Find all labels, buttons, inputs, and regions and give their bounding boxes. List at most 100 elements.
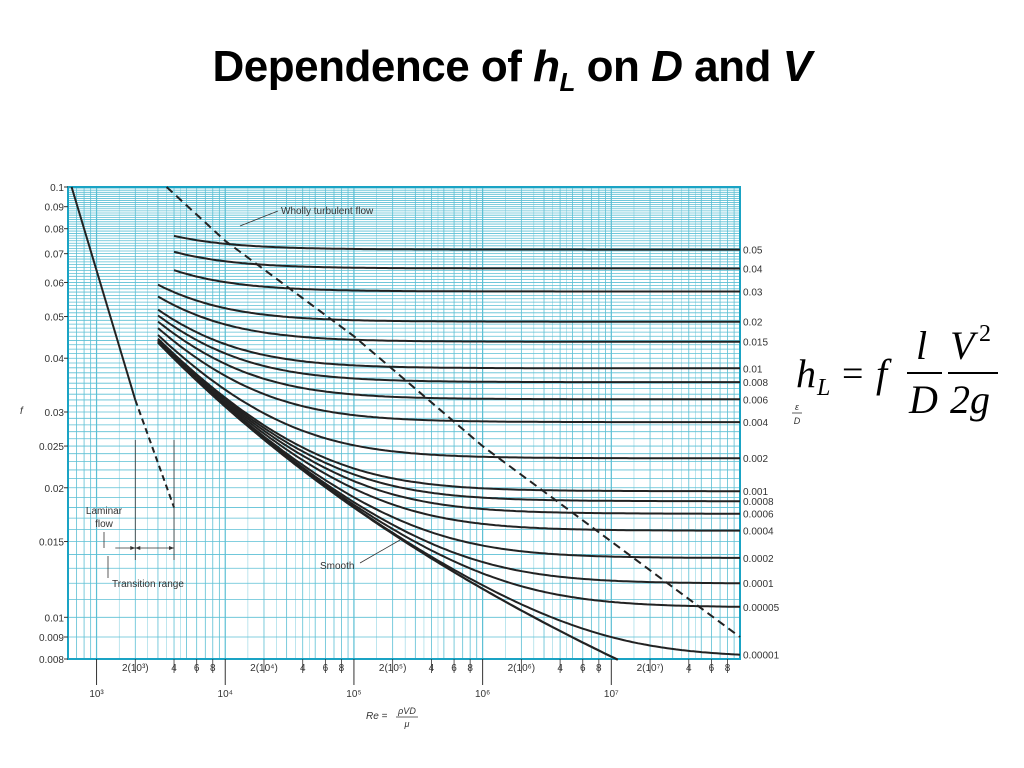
y-tick-label: 0.025 (39, 442, 64, 453)
title-v-symbol: V (782, 42, 812, 91)
arrowhead (135, 546, 141, 550)
head-loss-formula: h L = f l D V 2 2g (796, 322, 1006, 432)
friction-curve (157, 341, 740, 559)
x-axis-label-denominator: μ (404, 719, 410, 729)
title-text-and: and (682, 42, 783, 91)
formula-v-numerator: V (950, 323, 975, 368)
x-minor-tick-label: 4 (171, 663, 177, 674)
friction-curve (157, 334, 740, 460)
formula-equals: = (842, 353, 864, 395)
title-text: Dependence of (212, 42, 534, 91)
y-tick-label: 0.07 (45, 250, 65, 261)
laminar-line (70, 186, 137, 401)
friction-curve (173, 269, 740, 293)
slide-title: Dependence of hL on D and V (0, 42, 1024, 98)
roughness-label: 0.002 (743, 454, 768, 465)
y-tick-label: 0.04 (45, 354, 65, 365)
y-tick-label: 0.1 (50, 183, 64, 194)
friction-curve (173, 250, 740, 270)
x-major-tick-label: 10⁶ (475, 689, 490, 700)
roughness-label: 0.0002 (743, 554, 774, 565)
x-minor-tick-label: 8 (210, 663, 216, 674)
annotation-wholly-turbulent: Wholly turbulent flow (281, 206, 374, 217)
arrowhead (169, 546, 175, 550)
roughness-label: 0.03 (743, 287, 763, 298)
roughness-label: 0.04 (743, 264, 763, 275)
x-major-tick-label: 10³ (89, 689, 104, 700)
y-tick-label: 0.08 (45, 225, 65, 236)
x-minor-tick-label: 2(10⁶) (508, 663, 535, 674)
annotation-laminar: Laminar (86, 506, 123, 517)
y-tick-label: 0.01 (45, 613, 65, 624)
roughness-label: 0.015 (743, 338, 768, 349)
y-tick-label: 0.09 (45, 203, 65, 214)
laminar-extension-dashed (134, 399, 175, 508)
x-minor-tick-label: 6 (451, 663, 457, 674)
x-minor-tick-label: 8 (596, 663, 602, 674)
right-axis-label-denominator: D (794, 416, 801, 426)
annotation-smooth: Smooth (320, 561, 354, 572)
x-axis-label-numerator: ρVD (397, 706, 416, 716)
friction-curve (157, 283, 740, 323)
title-text-on: on (574, 42, 652, 91)
formula-h: h (796, 351, 816, 396)
roughness-label: 0.00005 (743, 603, 780, 614)
x-minor-tick-label: 6 (323, 663, 329, 674)
annotation-leader-smooth (359, 539, 401, 564)
formula-d-denominator: D (909, 377, 938, 422)
friction-curve (157, 320, 740, 401)
formula-2g-denominator: 2g (950, 377, 990, 422)
x-minor-tick-label: 4 (429, 663, 435, 674)
y-tick-label: 0.05 (45, 313, 65, 324)
friction-curve (157, 338, 740, 503)
roughness-label: 0.0004 (743, 527, 774, 538)
friction-curve (157, 295, 740, 343)
title-h-symbol: h (533, 42, 560, 91)
y-axis-label: f (20, 406, 24, 417)
roughness-label: 0.05 (743, 246, 763, 257)
roughness-label: 0.0008 (743, 497, 774, 508)
x-minor-tick-label: 8 (467, 663, 473, 674)
formula-exponent: 2 (979, 321, 991, 347)
roughness-label: 0.02 (743, 318, 763, 329)
roughness-label: 0.00001 (743, 651, 780, 662)
roughness-label: 0.006 (743, 395, 768, 406)
y-tick-label: 0.009 (39, 633, 64, 644)
friction-curve (157, 340, 740, 532)
annotation-transition-range: Transition range (112, 579, 184, 590)
title-h-subscript: L (559, 67, 576, 97)
x-minor-tick-label: 2(10⁵) (379, 663, 407, 674)
x-minor-tick-label: 4 (557, 663, 563, 674)
title-d-symbol: D (651, 42, 683, 91)
x-minor-tick-label: 2(10⁴) (250, 663, 278, 674)
x-minor-tick-label: 6 (580, 663, 586, 674)
friction-curve (157, 314, 740, 384)
roughness-label: 0.001 (743, 487, 768, 498)
formula-l-numerator: l (916, 323, 928, 368)
x-minor-tick-label: 8 (339, 663, 345, 674)
y-tick-label: 0.02 (45, 484, 65, 495)
x-minor-tick-label: 8 (725, 663, 731, 674)
formula-fraction-bar-2 (948, 372, 998, 374)
x-minor-tick-label: 6 (194, 663, 200, 674)
x-major-tick-label: 10⁴ (218, 689, 233, 700)
friction-curve (173, 234, 740, 251)
roughness-label: 0.0006 (743, 510, 774, 521)
friction-curve (157, 339, 740, 515)
wholly-turbulent-boundary (165, 186, 741, 638)
formula-f: f (876, 351, 888, 396)
roughness-label: 0.004 (743, 418, 768, 429)
y-tick-label: 0.008 (39, 655, 64, 666)
x-major-tick-label: 10⁵ (346, 689, 361, 700)
friction-curve (157, 337, 740, 493)
friction-curve (157, 327, 740, 424)
friction-curve (157, 308, 740, 370)
x-minor-tick-label: 2(10⁷) (637, 663, 664, 674)
y-tick-label: 0.06 (45, 278, 65, 289)
x-minor-tick-label: 4 (686, 663, 692, 674)
x-axis-label-re: Re = (366, 711, 388, 722)
roughness-label: 0.008 (743, 378, 768, 389)
formula-subscript-l: L (817, 375, 831, 401)
arrowhead (130, 546, 136, 550)
